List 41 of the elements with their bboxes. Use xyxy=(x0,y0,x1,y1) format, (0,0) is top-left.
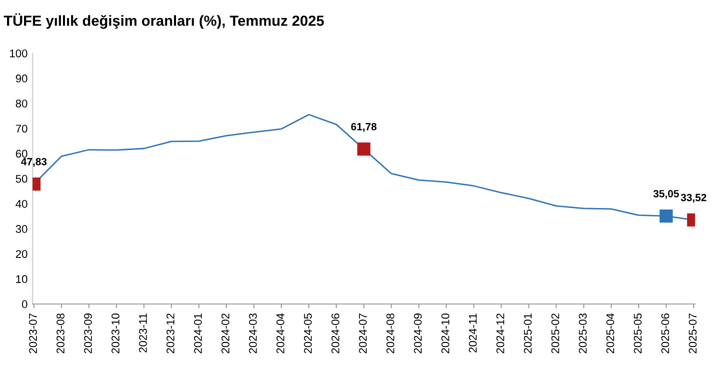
y-tick-label: 30 xyxy=(16,225,28,233)
x-tick-label: 2024-05 xyxy=(304,313,312,354)
x-tick-label: 2023-11 xyxy=(139,314,147,352)
x-tick-label: 2023-07 xyxy=(29,314,37,354)
x-tick-label: 2024-11 xyxy=(468,314,477,352)
x-tick-label: 2024-04 xyxy=(276,313,284,354)
x-tick-label: 2024-02 xyxy=(221,314,230,354)
x-tick-label: 2023-09 xyxy=(84,314,92,354)
x-tick-label: 2025-06 xyxy=(661,314,670,354)
y-tick-label: 60 xyxy=(16,150,28,158)
x-tick-label: 2025-04 xyxy=(606,313,614,354)
y-tick-label: 70 xyxy=(16,124,28,133)
y-tick-label: 100 xyxy=(10,49,28,58)
data-label: 47,83 xyxy=(21,158,47,167)
y-tick-label: 20 xyxy=(16,250,28,258)
x-tick-label: 2024-09 xyxy=(414,314,422,354)
data-label: 33,52 xyxy=(680,194,706,203)
x-tick-label: 2023-08 xyxy=(56,314,64,354)
x-tick-label: 2023-12 xyxy=(166,314,174,354)
y-tick-label: 10 xyxy=(16,275,28,284)
x-tick-label: 2023-10 xyxy=(112,313,120,354)
y-tick-label: 50 xyxy=(16,174,28,183)
x-tick-label: 2024-03 xyxy=(248,314,257,354)
x-tick-label: 2024-07 xyxy=(358,314,367,354)
x-tick-label: 2025-02 xyxy=(551,314,560,354)
x-tick-label: 2025-03 xyxy=(578,314,587,354)
y-tick-label: 90 xyxy=(16,74,28,82)
y-tick-label: 0 xyxy=(22,300,28,308)
x-tick-label: 2024-12 xyxy=(496,314,504,354)
x-tick-label: 2024-06 xyxy=(331,314,340,354)
x-tick-label: 2025-05 xyxy=(634,313,642,354)
data-label: 61,78 xyxy=(351,122,377,132)
x-tick-label: 2024-08 xyxy=(386,314,394,354)
data-label: 35,05 xyxy=(653,190,679,199)
x-tick-label: 2025-01 xyxy=(524,314,532,354)
x-tick-label: 2024-10 xyxy=(441,313,450,354)
x-tick-label: 2024-01 xyxy=(194,314,202,354)
y-tick-label: 80 xyxy=(16,100,28,108)
chart-title: TÜFE yıllık değişim oranları (%), Temmuz 2025 xyxy=(4,13,324,29)
y-tick-label: 40 xyxy=(16,200,28,208)
x-tick-label: 2025-07 xyxy=(688,314,697,354)
